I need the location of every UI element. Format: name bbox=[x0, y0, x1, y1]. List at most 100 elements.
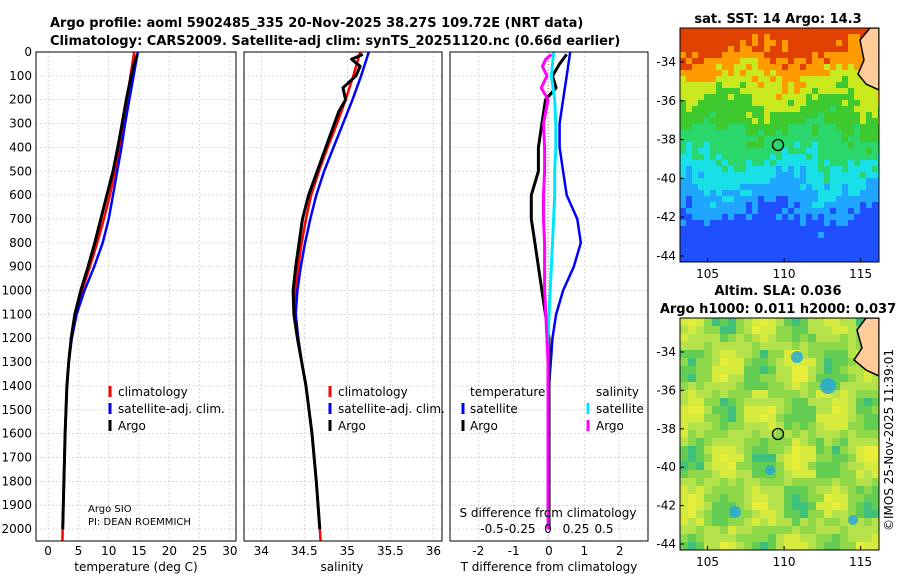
sst-cell bbox=[710, 58, 717, 65]
sst-cell bbox=[776, 130, 783, 137]
sst-cell bbox=[854, 82, 861, 89]
sla-cell bbox=[696, 430, 705, 439]
sst-cell bbox=[848, 256, 855, 262]
sst-cell bbox=[770, 166, 777, 173]
sla-cell bbox=[752, 318, 761, 327]
sst-cell bbox=[872, 226, 879, 233]
difference-panel: -2 -1 0 1 2 -0.5 -0.25 0 0.25 0.5 S difference f… bbox=[449, 51, 649, 574]
sst-cell bbox=[734, 142, 741, 149]
sla-cell bbox=[688, 470, 697, 479]
sla-cell bbox=[760, 334, 769, 343]
sla-cell bbox=[728, 358, 737, 367]
sst-cell bbox=[788, 28, 795, 35]
sla-cell bbox=[704, 422, 713, 431]
sla-cell bbox=[856, 422, 865, 431]
sla-cell bbox=[752, 510, 761, 519]
sla-cell bbox=[712, 390, 721, 399]
sst-cell bbox=[860, 82, 867, 89]
sst-cell bbox=[710, 40, 717, 47]
sst-cell bbox=[704, 130, 711, 137]
sla-cell bbox=[832, 438, 841, 447]
sst-cell bbox=[776, 256, 783, 262]
sst-cell bbox=[716, 130, 723, 137]
sla-cell bbox=[792, 318, 801, 327]
sla-cell bbox=[704, 502, 713, 511]
sst-cell bbox=[722, 226, 729, 233]
sst-cell bbox=[842, 172, 849, 179]
sla-cell bbox=[688, 390, 697, 399]
sst-cell bbox=[800, 226, 807, 233]
sst-cell bbox=[770, 106, 777, 113]
sst-cell bbox=[806, 202, 813, 209]
sst-cell bbox=[854, 244, 861, 251]
sst-cell bbox=[740, 220, 747, 227]
legend-satellite: satellite-adj. clim. bbox=[118, 402, 225, 416]
sla-cell bbox=[744, 326, 753, 335]
salinity-tick-labels: 34 34.5 35 35.5 36 bbox=[254, 544, 441, 558]
sst-cell bbox=[728, 190, 735, 197]
sst-cell bbox=[836, 94, 843, 101]
sst-cell bbox=[830, 124, 837, 131]
temperature-panel: 0100200300400500600700800900100011001200… bbox=[1, 45, 237, 574]
sla-cell bbox=[688, 502, 697, 511]
sla-cell bbox=[768, 454, 777, 463]
sst-cell bbox=[740, 196, 747, 203]
sla-cell bbox=[808, 454, 817, 463]
sst-cell bbox=[728, 100, 735, 107]
sst-cell bbox=[854, 148, 861, 155]
sst-cell bbox=[692, 202, 699, 209]
sla-cell bbox=[720, 446, 729, 455]
sst-cell bbox=[698, 52, 705, 59]
sla-cell bbox=[680, 478, 689, 487]
sst-cell bbox=[800, 184, 807, 191]
sst-cell bbox=[854, 190, 861, 197]
sst-cell bbox=[740, 202, 747, 209]
sst-cell bbox=[698, 214, 705, 221]
sst-cell bbox=[824, 70, 831, 77]
sla-cell bbox=[744, 470, 753, 479]
sst-cell bbox=[830, 28, 837, 35]
sst-cell bbox=[794, 112, 801, 119]
sla-cell bbox=[864, 422, 873, 431]
argo-pi: PI: DEAN ROEMMICH bbox=[88, 517, 191, 528]
sst-cell bbox=[734, 184, 741, 191]
sst-cell bbox=[710, 34, 717, 41]
sst-cell bbox=[716, 208, 723, 215]
sla-cell bbox=[680, 374, 689, 383]
sla-cell bbox=[744, 446, 753, 455]
sst-cell bbox=[740, 160, 747, 167]
sst-cell bbox=[842, 208, 849, 215]
sst-cell bbox=[746, 58, 753, 65]
sst-cell bbox=[752, 166, 759, 173]
sst-cell bbox=[740, 70, 747, 77]
sla-cell bbox=[720, 502, 729, 511]
sst-cell bbox=[716, 28, 723, 35]
sst-cell bbox=[830, 106, 837, 113]
sst-cell bbox=[728, 124, 735, 131]
sla-cell bbox=[760, 326, 769, 335]
sla-cell bbox=[688, 478, 697, 487]
sst-cell bbox=[854, 112, 861, 119]
sst-cell bbox=[728, 112, 735, 119]
sst-cell bbox=[698, 70, 705, 77]
sst-cell bbox=[740, 130, 747, 137]
sst-cell bbox=[686, 40, 693, 47]
sst-cell bbox=[872, 190, 879, 197]
sst-cell bbox=[830, 202, 837, 209]
sst-cell bbox=[758, 172, 765, 179]
sst-cell bbox=[788, 130, 795, 137]
sst-cell bbox=[758, 232, 765, 239]
sst-cell bbox=[692, 214, 699, 221]
sst-cell bbox=[710, 232, 717, 239]
sst-cell bbox=[788, 148, 795, 155]
argo-institution: Argo SIO bbox=[88, 504, 132, 515]
sst-cell bbox=[800, 250, 807, 257]
sst-cell bbox=[716, 196, 723, 203]
sst-cell bbox=[716, 256, 723, 262]
sst-cell bbox=[692, 178, 699, 185]
sst-cell bbox=[830, 232, 837, 239]
sla-cell bbox=[824, 478, 833, 487]
sst-cell bbox=[782, 178, 789, 185]
sla-cell bbox=[848, 526, 857, 535]
sla-cell bbox=[728, 382, 737, 391]
